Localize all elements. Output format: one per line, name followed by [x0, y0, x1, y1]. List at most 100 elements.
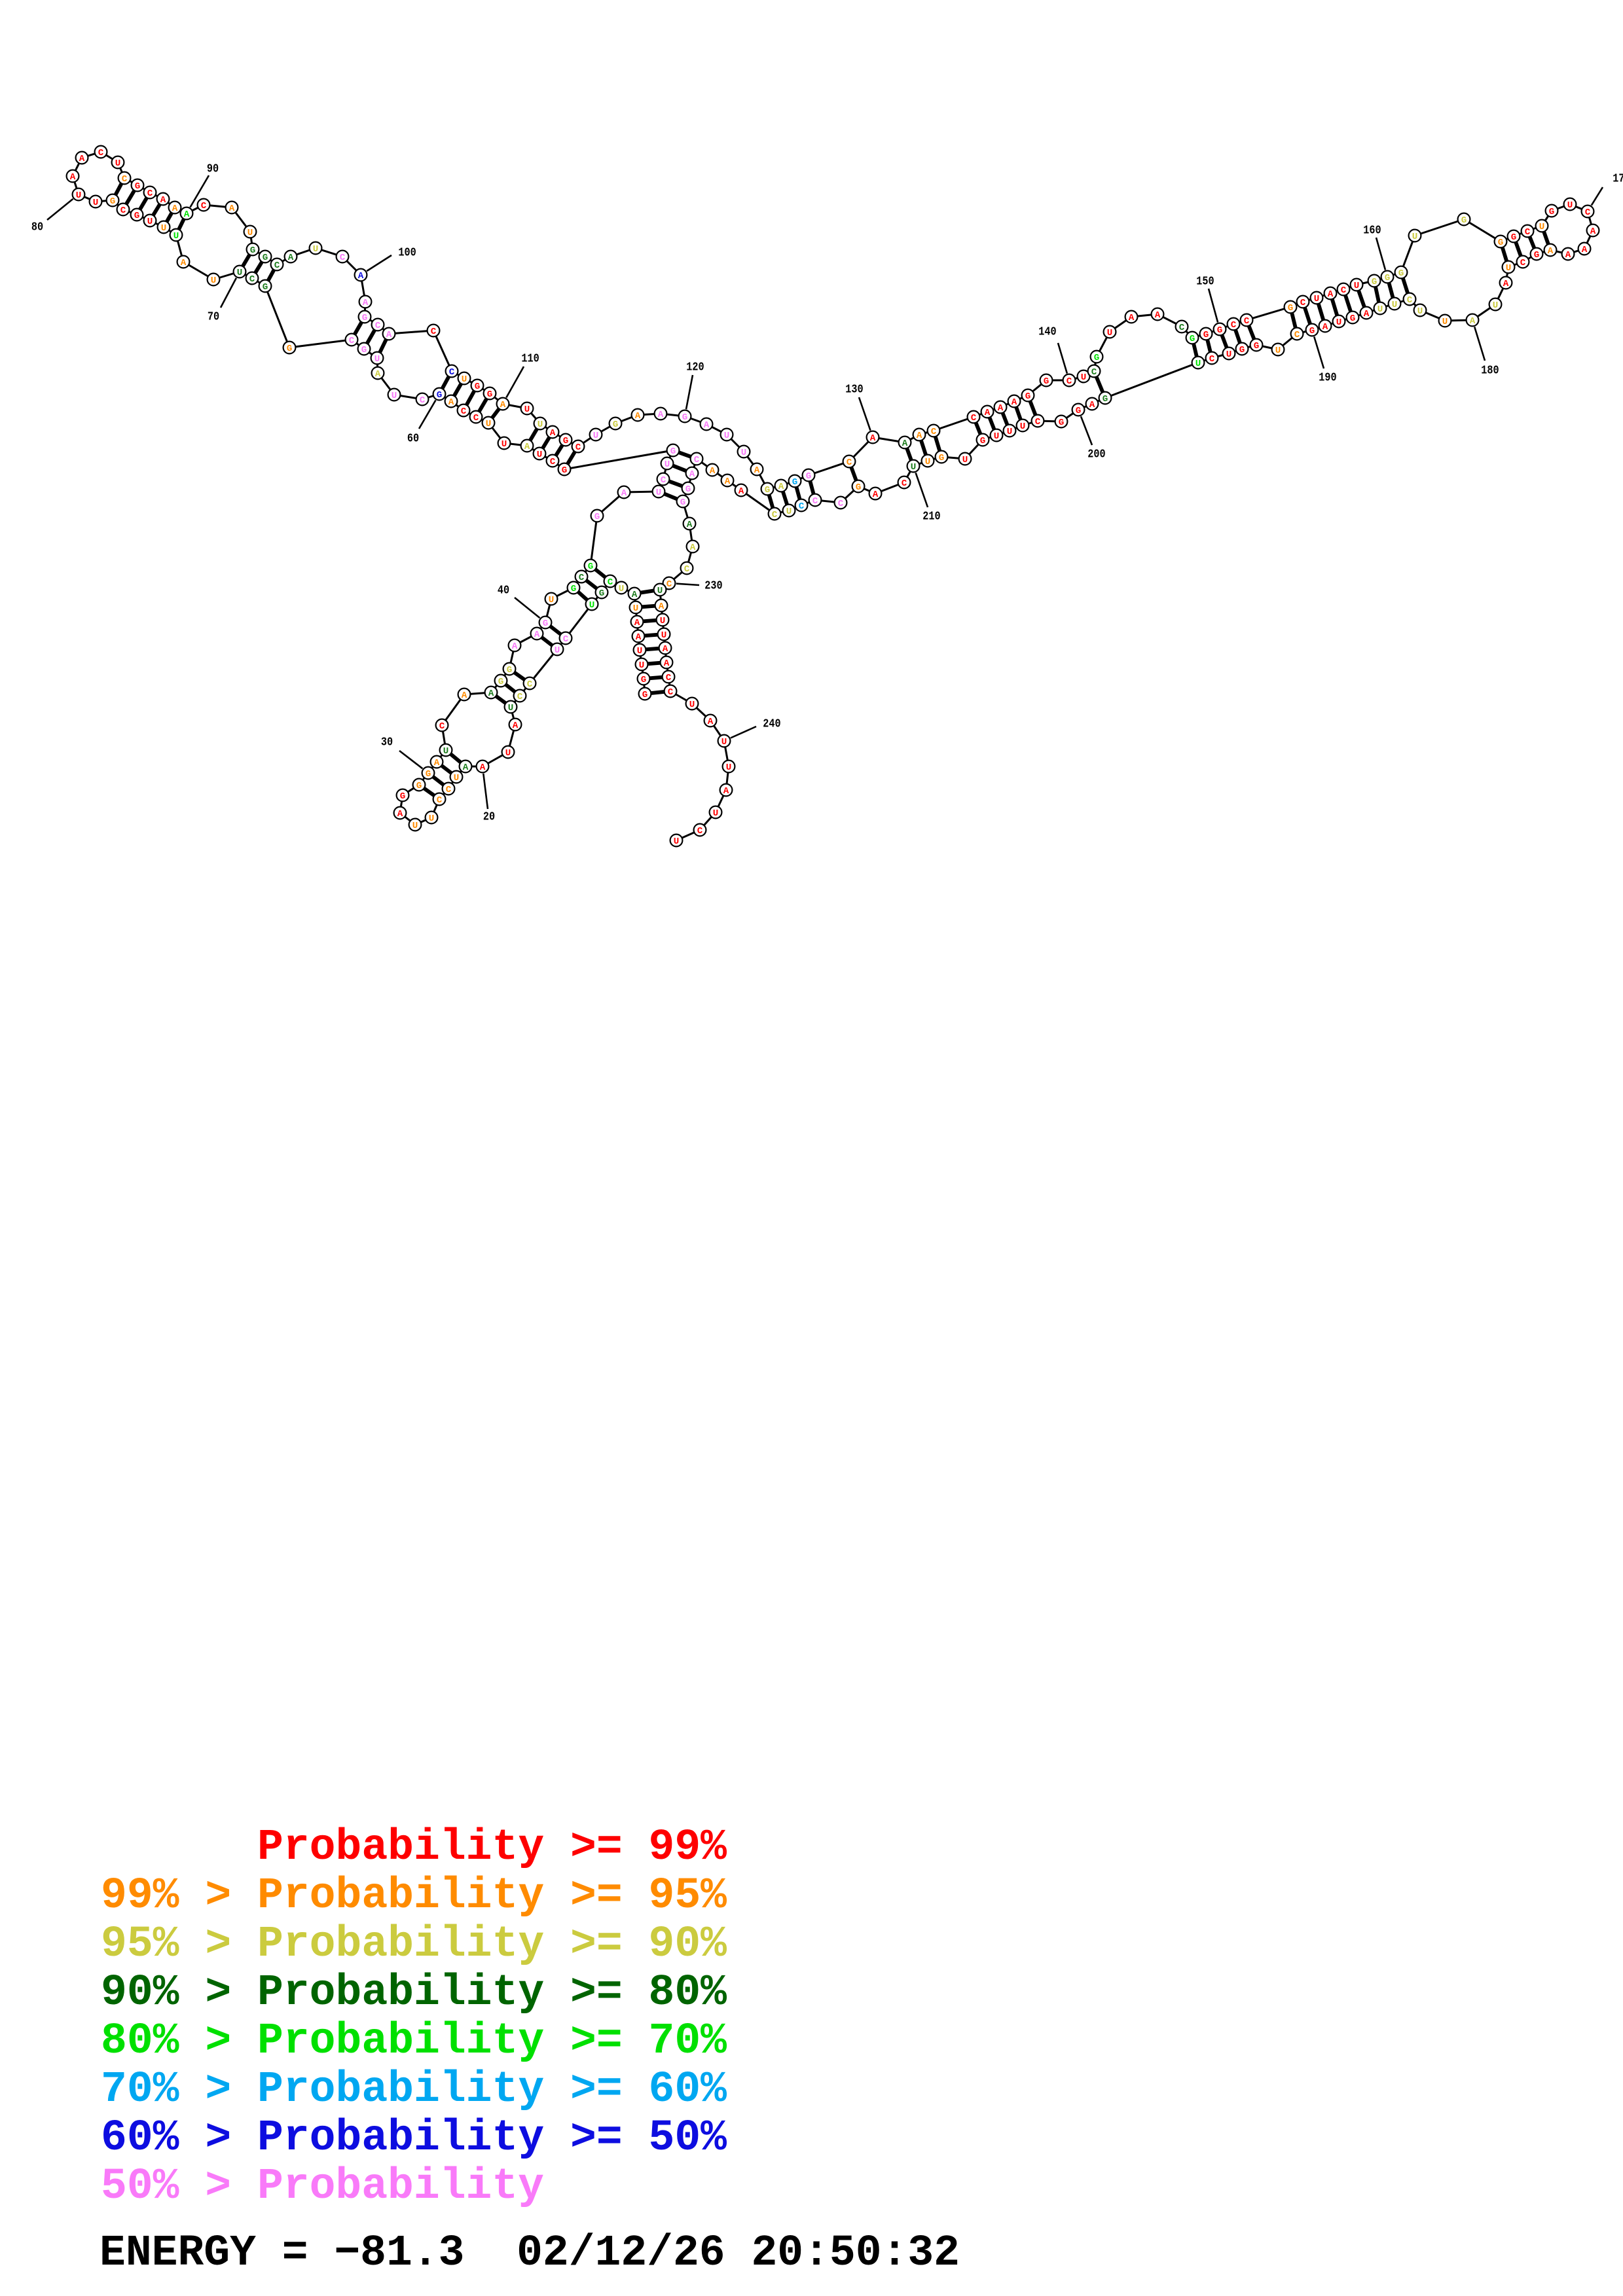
svg-text:U: U [443, 746, 449, 757]
svg-text:U: U [538, 420, 543, 430]
svg-text:70% > Probability >= 60%: 70% > Probability >= 60% [101, 2065, 727, 2115]
svg-text:A: A [534, 630, 540, 640]
svg-text:C: C [349, 336, 355, 346]
svg-text:A: A [1582, 245, 1588, 255]
svg-text:G: G [806, 471, 812, 482]
svg-text:U: U [524, 404, 530, 415]
svg-text:C: C [550, 457, 556, 467]
svg-text:U: U [147, 217, 153, 227]
svg-text:C: C [666, 673, 672, 683]
svg-text:G: G [599, 588, 605, 599]
svg-text:40: 40 [498, 584, 509, 598]
svg-text:U: U [665, 459, 670, 470]
svg-text:C: C [120, 206, 126, 216]
svg-text:240: 240 [763, 717, 780, 731]
svg-text:A: A [687, 520, 693, 530]
svg-text:C: C [563, 634, 569, 645]
svg-text:G: G [263, 282, 268, 293]
svg-text:U: U [1314, 294, 1320, 304]
svg-text:U: U [211, 276, 217, 286]
svg-text:C: C [847, 457, 852, 468]
svg-text:C: C [838, 499, 844, 509]
svg-text:C: C [684, 564, 690, 575]
svg-text:U: U [639, 660, 645, 671]
svg-text:U: U [429, 814, 435, 824]
svg-text:C: C [527, 679, 533, 690]
svg-text:U: U [1020, 422, 1026, 432]
svg-text:ENERGY = −81.3 02/12/26 20:50: ENERGY = −81.3 02/12/26 20:50:32 [100, 2229, 960, 2278]
svg-text:A: A [448, 397, 454, 408]
svg-text:G: G [642, 690, 648, 700]
svg-text:U: U [661, 630, 667, 641]
svg-text:U: U [1567, 200, 1573, 211]
svg-text:G: G [1203, 330, 1209, 340]
svg-text:U: U [660, 616, 666, 626]
svg-text:A: A [1565, 250, 1571, 260]
svg-text:G: G [1461, 215, 1467, 226]
svg-text:U: U [501, 439, 507, 450]
svg-text:A: A [1328, 289, 1334, 300]
svg-text:G: G [856, 482, 862, 493]
svg-text:Probability >= 99%: Probability >= 99% [257, 1823, 727, 1873]
svg-text:G: G [361, 345, 367, 355]
svg-text:A: A [363, 298, 369, 308]
svg-text:C: C [971, 413, 977, 423]
svg-text:G: G [1217, 325, 1223, 336]
svg-text:A: A [663, 644, 668, 655]
svg-text:C: C [661, 475, 666, 486]
svg-text:C: C [799, 501, 805, 512]
svg-text:90% > Probability >= 80%: 90% > Probability >= 80% [101, 1968, 727, 2018]
svg-text:C: C [249, 274, 255, 285]
svg-text:C: C [575, 442, 581, 453]
svg-text:G: G [487, 389, 493, 400]
svg-text:U: U [1336, 317, 1342, 328]
svg-text:G: G [1239, 345, 1245, 355]
svg-text:150: 150 [1196, 275, 1214, 289]
svg-text:A: A [635, 411, 641, 422]
svg-text:200: 200 [1087, 448, 1105, 461]
svg-text:C: C [608, 577, 613, 588]
svg-text:A: A [462, 691, 467, 701]
svg-text:G: G [1309, 326, 1315, 336]
svg-text:U: U [721, 737, 727, 747]
svg-text:A: A [512, 641, 518, 652]
svg-text:U: U [1275, 346, 1281, 356]
svg-text:G: G [135, 181, 141, 192]
svg-text:U: U [1442, 317, 1448, 327]
svg-text:30: 30 [381, 736, 393, 749]
svg-text:A: A [386, 330, 392, 340]
svg-text:A: A [79, 154, 85, 164]
svg-text:A: A [708, 717, 714, 727]
svg-text:230: 230 [704, 579, 722, 593]
svg-text:95% > Probability >= 90%: 95% > Probability >= 90% [101, 1920, 727, 1969]
svg-text:C: C [439, 721, 445, 732]
svg-text:A: A [664, 658, 670, 669]
svg-text:G: G [426, 769, 431, 780]
svg-text:G: G [400, 791, 406, 802]
svg-text:A: A [550, 428, 556, 439]
svg-text:U: U [1354, 281, 1360, 291]
svg-text:G: G [571, 584, 577, 594]
svg-text:U: U [962, 455, 968, 465]
svg-text:G: G [765, 485, 771, 495]
svg-text:G: G [563, 436, 569, 446]
svg-text:U: U [925, 457, 931, 467]
svg-text:A: A [778, 482, 784, 492]
svg-text:U: U [93, 198, 99, 208]
svg-text:A: A [1155, 310, 1161, 321]
svg-text:20: 20 [483, 810, 495, 824]
svg-text:G: G [670, 446, 676, 457]
svg-text:A: A [288, 253, 294, 263]
svg-text:A: A [659, 601, 665, 612]
svg-text:80% > Probability >= 70%: 80% > Probability >= 70% [101, 2017, 727, 2066]
svg-text:C: C [1244, 316, 1250, 327]
svg-text:A: A [434, 758, 440, 768]
svg-text:U: U [173, 231, 179, 242]
svg-text:G: G [588, 562, 594, 572]
svg-text:U: U [161, 223, 167, 234]
svg-text:U: U [674, 836, 680, 847]
svg-text:A: A [917, 431, 922, 441]
svg-text:C: C [1091, 367, 1097, 378]
svg-text:G: G [682, 412, 688, 423]
svg-text:C: C [375, 321, 381, 331]
